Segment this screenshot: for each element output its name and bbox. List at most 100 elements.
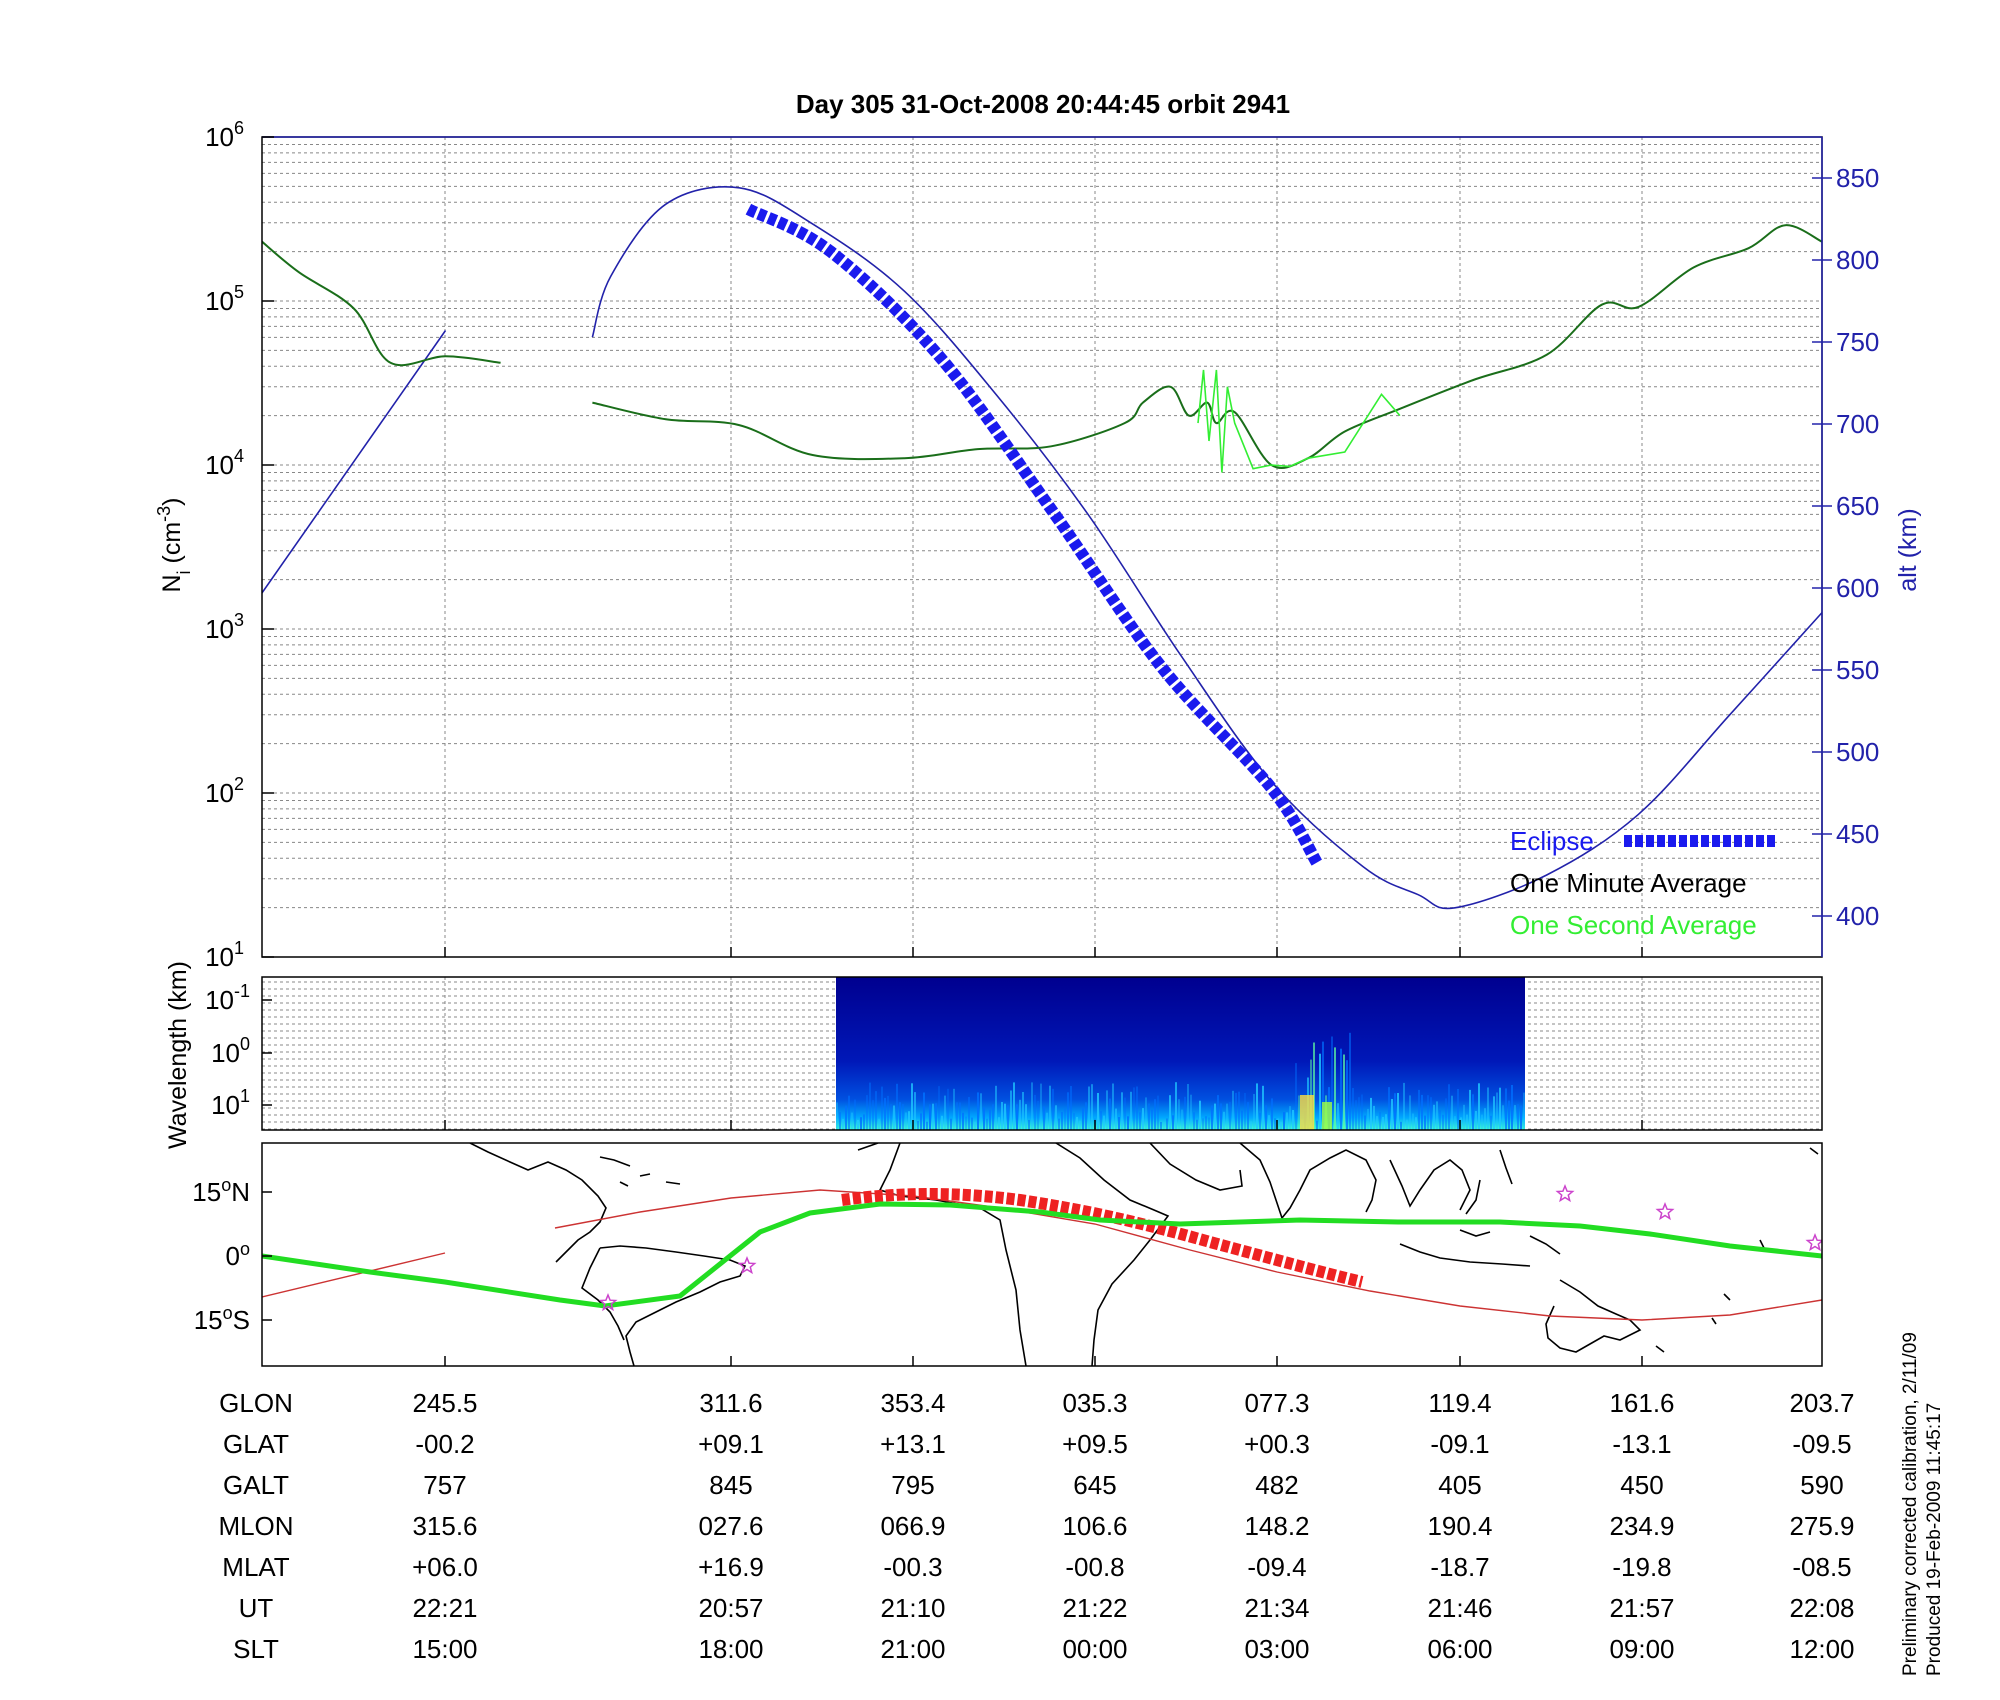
spectrogram-streak [875,1091,877,1130]
table-cell: -09.1 [1430,1429,1489,1459]
table-cell: -19.8 [1612,1552,1671,1582]
spectrogram-streak [1061,1112,1063,1130]
spectrogram-streak [1412,1113,1414,1130]
spectrogram-streak [971,1117,973,1130]
right-tick-label: 700 [1836,409,1879,439]
one-second-average-line [1197,369,1401,473]
right-tick-label: 750 [1836,327,1879,357]
spectrogram-streak [989,1109,991,1130]
footer-produced: Produced 19-Feb-2009 11:45:17 [1924,1403,1945,1676]
spectrogram-streak [1322,1041,1324,1130]
station-star-icon [1655,1201,1675,1221]
asia-coast [1389,1149,1513,1215]
left-axis-ticks: 101 102 103 104 105 106 [205,118,274,972]
spectrogram-streak [854,1099,856,1130]
legend-eclipse-label: Eclipse [1510,826,1594,856]
table-cell: 21:34 [1244,1593,1309,1623]
spectrogram-streak [869,1082,871,1130]
table-cell: -13.1 [1612,1429,1671,1459]
spectrogram-streak [1076,1116,1078,1130]
spectrogram-streak [1421,1094,1423,1130]
table-cell: +09.5 [1062,1429,1128,1459]
density-grid [262,144,1822,958]
spectrogram-streak [944,1095,946,1130]
spectrogram-streak [1430,1097,1432,1130]
spectrogram-streak [1268,1115,1270,1130]
spectrogram-streak [1244,1093,1246,1130]
spectrogram-streak [872,1100,874,1130]
spectrogram-streak [1370,1097,1372,1130]
spectrogram-streak [926,1121,928,1130]
spectrogram-streak [950,1118,952,1130]
left-tick-label: 103 [205,610,244,644]
spectrogram-streak [1124,1097,1126,1130]
table-cell: +16.9 [698,1552,764,1582]
right-axis-label: alt (km) [1894,508,1922,591]
density-vertical-grid [444,137,1643,957]
spectrogram-streak [1166,1118,1168,1130]
spectrogram-hotspot [1322,1102,1332,1130]
spectrogram-streak [1154,1099,1156,1130]
spectrogram-streak [908,1111,910,1130]
spectrogram-streak [1073,1113,1075,1130]
table-cell: 21:10 [880,1593,945,1623]
table-cell: -08.5 [1792,1552,1851,1582]
altitude-line [262,186,1822,910]
spectrogram-streak [1298,1095,1300,1130]
legend-minute-label: One Minute Average [1510,868,1747,898]
station-star-icon [737,1255,757,1275]
spectrogram-streak [1100,1111,1102,1130]
spectrogram-streak [1121,1092,1123,1130]
table-cell: 275.9 [1789,1511,1854,1541]
spectrogram-streak [1442,1114,1444,1130]
spectrogram-streak [968,1097,970,1130]
spectrogram-streak [1103,1115,1105,1130]
table-cell: 190.4 [1427,1511,1492,1541]
spectrogram-streak [1334,1047,1336,1130]
map-axes-frame [261,1142,1823,1367]
table-cell: 315.6 [412,1511,477,1541]
spectrogram-streak [1022,1092,1024,1130]
spectrogram-streak [863,1114,865,1130]
spectrogram-streak [1028,1119,1030,1130]
spectrogram-streak [1115,1108,1117,1130]
table-cell: 757 [423,1470,466,1500]
spectrogram-streak [1157,1095,1159,1130]
spectrogram-streak [1463,1104,1465,1130]
spectrogram-streak [1253,1094,1255,1130]
left-axis-label: Ni (cm-3) [154,497,194,592]
spectrogram-streak [1403,1082,1405,1130]
eclipse-segment [745,203,1323,867]
spectrogram-streak [1037,1100,1039,1130]
spectrogram-streak [1469,1089,1471,1130]
spectrogram-streak [1091,1084,1093,1130]
spectrogram-streak [1400,1121,1402,1130]
spectrogram-streak [1520,1105,1522,1130]
north-america-coast [469,1143,607,1263]
right-tick-label: 400 [1836,901,1879,931]
spectrogram-streak [965,1116,967,1130]
spectrogram-streak [1343,1054,1345,1130]
table-cell: 590 [1800,1470,1843,1500]
table-cell: 03:00 [1244,1634,1309,1664]
table-cell: 119.4 [1428,1388,1491,1418]
spectrogram-streak [1013,1082,1015,1130]
right-tick-label: 450 [1836,819,1879,849]
spectrogram-streak [1229,1102,1231,1130]
spectrogram-streak [1247,1102,1249,1130]
spectrogram-streak [1508,1100,1510,1130]
spectrogram-streak [1142,1108,1144,1130]
table-cell: 795 [891,1470,934,1500]
spectrogram-streak [1349,1032,1351,1130]
table-row-label: UT [239,1593,274,1623]
magnetic-equator-line [262,1201,1822,1309]
spectrogram-streak [1217,1095,1219,1130]
table-cell: 311.6 [699,1388,762,1418]
spectrogram-streak [1424,1115,1426,1130]
spectrogram-streak [1046,1112,1048,1130]
maritime-islands [1399,1229,1642,1353]
spectrogram-streak [1373,1105,1375,1130]
spectrogram-streak [1097,1093,1099,1130]
footer-calibration: Preliminary corrected calibration, 2/11/… [1900,1332,1921,1676]
spectrogram-streak [1310,1059,1312,1130]
